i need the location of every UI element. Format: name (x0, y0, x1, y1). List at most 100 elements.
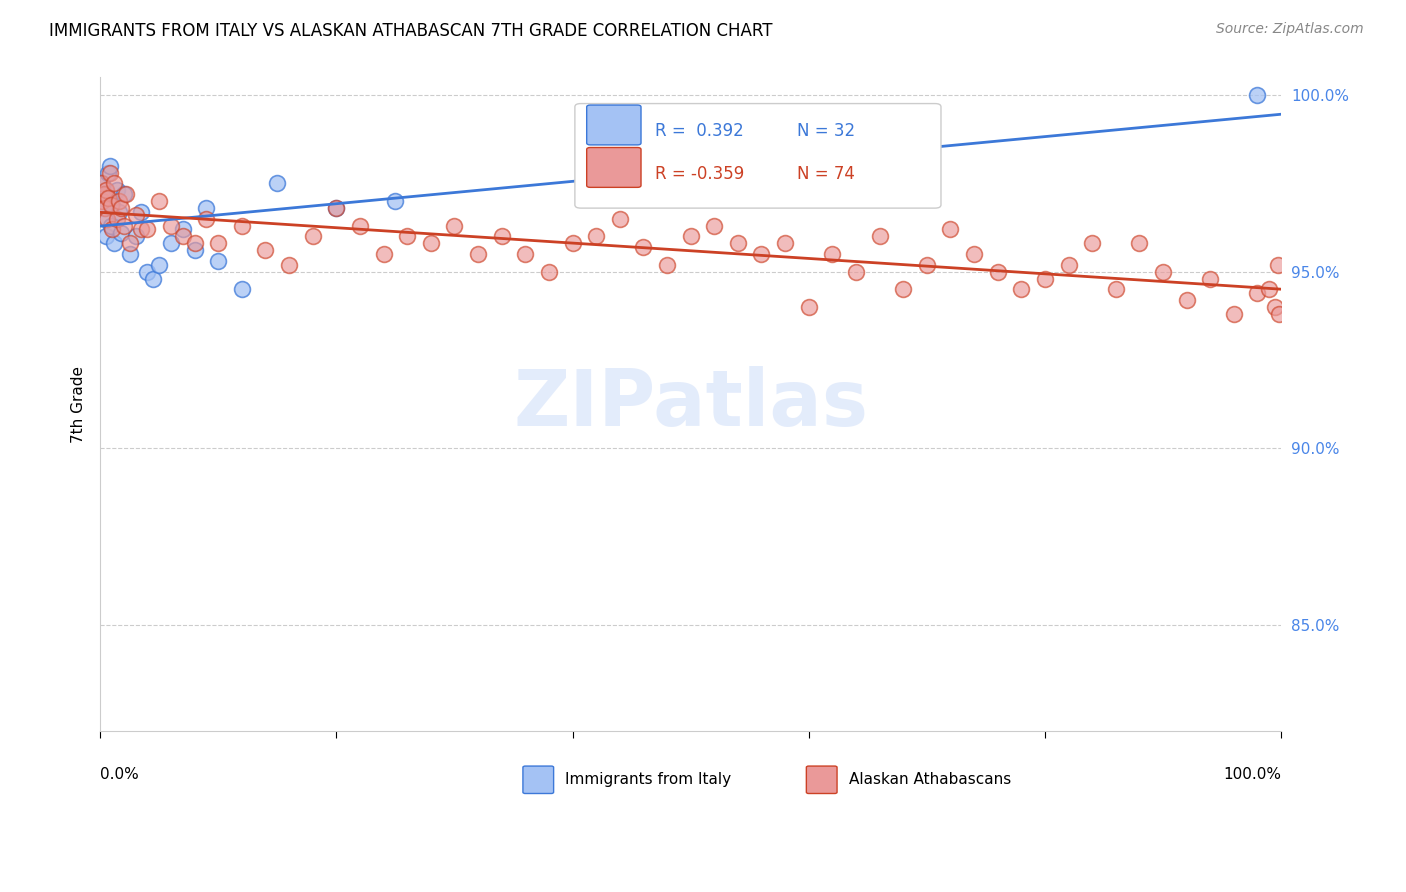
Point (633, 240, 655, 254)
Point (1152, 265, 1174, 279)
FancyBboxPatch shape (523, 766, 554, 794)
Point (585, 229, 607, 244)
Point (1258, 282, 1281, 296)
Point (110, 226, 132, 240)
Point (797, 300, 820, 314)
Text: 100.0%: 100.0% (1223, 767, 1281, 781)
Text: Alaskan Athabascans: Alaskan Athabascans (849, 772, 1011, 788)
Point (537, 265, 560, 279)
Point (396, 229, 419, 244)
Point (751, 247, 773, 261)
Point (103, 177, 125, 191)
Point (349, 219, 371, 233)
Point (195, 211, 218, 226)
Point (118, 247, 141, 261)
Point (94, 211, 117, 226)
Text: ZIPatlas: ZIPatlas (513, 366, 868, 442)
Text: N = 32: N = 32 (797, 122, 855, 140)
Point (124, 208, 146, 222)
Point (1264, 300, 1286, 314)
Point (96, 186, 118, 201)
Point (93, 201, 115, 215)
Point (98, 166, 121, 180)
Point (91, 177, 114, 191)
Point (1199, 271, 1222, 285)
Text: Immigrants from Italy: Immigrants from Italy (565, 772, 731, 788)
Point (115, 186, 138, 201)
Point (124, 229, 146, 244)
Point (172, 229, 194, 244)
Point (112, 219, 135, 233)
Point (1033, 271, 1056, 285)
Point (278, 258, 301, 272)
Point (1081, 236, 1104, 251)
Point (101, 222, 124, 236)
Point (93, 186, 115, 201)
Point (1223, 307, 1246, 321)
Point (94, 184, 117, 198)
Text: R =  0.392: R = 0.392 (655, 122, 744, 140)
Point (131, 222, 153, 236)
Point (131, 204, 153, 219)
Point (110, 201, 132, 215)
Point (112, 186, 135, 201)
Point (254, 244, 277, 258)
Point (183, 244, 205, 258)
Point (94, 201, 117, 215)
Point (100, 197, 122, 211)
Point (90, 190, 112, 204)
Point (136, 265, 159, 279)
Text: Source: ZipAtlas.com: Source: ZipAtlas.com (1216, 22, 1364, 37)
Point (515, 247, 537, 261)
Point (679, 229, 702, 244)
Point (172, 222, 194, 236)
Point (160, 236, 183, 251)
Point (727, 236, 749, 251)
Point (148, 194, 170, 208)
Point (93, 186, 115, 201)
Point (91, 194, 114, 208)
Point (136, 222, 159, 236)
Point (419, 236, 441, 251)
Point (148, 258, 170, 272)
Point (94, 229, 117, 244)
Point (90, 177, 112, 191)
Point (773, 236, 796, 251)
Point (1057, 258, 1080, 272)
Point (915, 258, 938, 272)
Point (845, 265, 868, 279)
Point (100, 219, 122, 233)
Point (1010, 282, 1032, 296)
Point (1246, 285, 1268, 300)
Point (467, 247, 489, 261)
Point (325, 201, 347, 215)
Point (561, 236, 583, 251)
Point (108, 204, 131, 219)
Point (231, 219, 253, 233)
Point (821, 247, 844, 261)
Y-axis label: 7th Grade: 7th Grade (72, 366, 86, 442)
Point (96, 211, 118, 226)
Point (97, 190, 120, 204)
Point (105, 184, 128, 198)
Point (98, 159, 121, 173)
Text: N = 74: N = 74 (797, 165, 855, 183)
Point (703, 219, 725, 233)
Point (142, 271, 165, 285)
Point (1128, 236, 1150, 251)
Point (891, 282, 914, 296)
Point (160, 219, 183, 233)
FancyBboxPatch shape (586, 147, 641, 187)
FancyBboxPatch shape (575, 103, 941, 208)
Point (103, 236, 125, 251)
Point (301, 229, 323, 244)
Point (655, 258, 678, 272)
Point (1105, 282, 1128, 296)
Point (207, 236, 229, 251)
Text: R = -0.359: R = -0.359 (655, 165, 744, 183)
Point (491, 229, 513, 244)
Point (108, 194, 131, 208)
Point (266, 177, 288, 191)
Point (609, 211, 631, 226)
Point (373, 247, 395, 261)
